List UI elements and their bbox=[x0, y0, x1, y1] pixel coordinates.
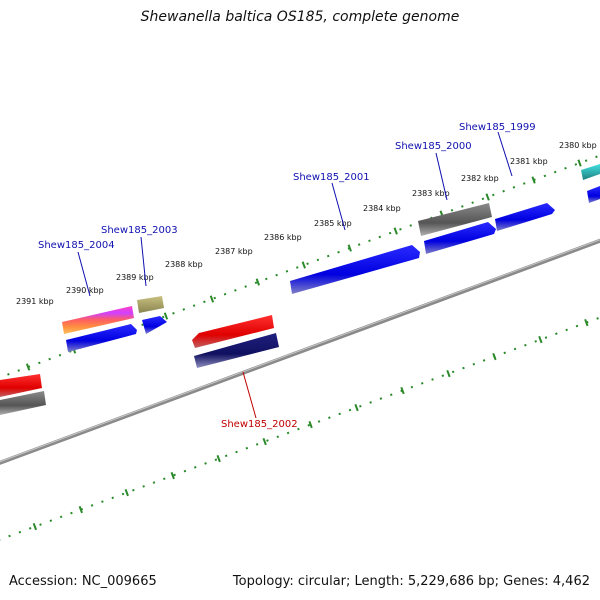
reverse-features bbox=[0, 315, 279, 415]
major-tick bbox=[485, 193, 490, 201]
major-tick bbox=[577, 159, 582, 167]
scale-label-2390: 2390 kbp bbox=[66, 286, 104, 295]
gene-feature-cyan[interactable] bbox=[581, 164, 600, 180]
major-tick bbox=[216, 454, 221, 463]
major-tick bbox=[308, 420, 313, 429]
major-tick bbox=[347, 244, 352, 252]
gene-label-shew185-2002[interactable]: Shew185_2002 bbox=[221, 419, 298, 430]
genome-backbone bbox=[0, 127, 600, 479]
gene-arrow-left-red[interactable] bbox=[0, 374, 42, 397]
major-tick bbox=[209, 295, 215, 303]
gene-labels: Shew185_1999 Shew185_2000 Shew185_2001 S… bbox=[38, 122, 536, 430]
scale-labels: 2380 kbp 2381 kbp 2382 kbp 2383 kbp 2384… bbox=[16, 141, 597, 306]
major-tick bbox=[531, 176, 536, 184]
major-tick bbox=[78, 505, 83, 514]
accession-text: Accession: NC_009665 bbox=[9, 574, 157, 589]
major-tick bbox=[538, 335, 543, 344]
gene-arrow-2001[interactable] bbox=[290, 245, 420, 294]
inner-major-ticks bbox=[32, 318, 589, 531]
inner-scale-track bbox=[0, 196, 600, 545]
scale-label-2386: 2386 kbp bbox=[264, 233, 302, 242]
label-leaders bbox=[77, 131, 513, 419]
major-tick bbox=[25, 363, 31, 371]
major-tick bbox=[255, 278, 261, 286]
forward-features bbox=[62, 164, 600, 334]
major-tick bbox=[170, 471, 175, 480]
scale-label-2380: 2380 kbp bbox=[559, 141, 597, 150]
major-tick bbox=[301, 261, 306, 269]
map-title: Shewanella baltica OS185, complete genom… bbox=[140, 9, 460, 25]
gene-label-shew185-1999[interactable]: Shew185_1999 bbox=[459, 122, 536, 133]
major-tick bbox=[163, 312, 169, 320]
scale-label-2385: 2385 kbp bbox=[314, 219, 352, 228]
scale-label-2388: 2388 kbp bbox=[165, 260, 203, 269]
gene-label-shew185-2000[interactable]: Shew185_2000 bbox=[395, 141, 472, 152]
major-tick bbox=[32, 522, 38, 531]
major-tick bbox=[492, 352, 497, 361]
forward-arrows bbox=[66, 186, 600, 352]
scale-label-2384: 2384 kbp bbox=[363, 204, 401, 213]
major-tick bbox=[446, 369, 451, 378]
gene-feature-rainbow[interactable] bbox=[62, 306, 134, 334]
gene-arrow-2003[interactable] bbox=[142, 316, 167, 334]
scale-label-2387: 2387 kbp bbox=[215, 247, 253, 256]
gene-feature-left-grey[interactable] bbox=[0, 391, 46, 415]
genome-summary: Topology: circular; Length: 5,229,686 bp… bbox=[232, 574, 590, 589]
gene-arrow-2002[interactable] bbox=[192, 315, 274, 348]
gene-arrow-2004[interactable] bbox=[66, 324, 137, 352]
gene-arrow-edge[interactable] bbox=[587, 186, 600, 203]
gene-feature-navy[interactable] bbox=[194, 333, 279, 368]
major-tick bbox=[400, 386, 405, 395]
gene-label-shew185-2003[interactable]: Shew185_2003 bbox=[101, 225, 178, 236]
scale-label-2381: 2381 kbp bbox=[510, 157, 548, 166]
major-tick bbox=[124, 488, 129, 497]
gene-arrow-1999[interactable] bbox=[495, 203, 555, 231]
scale-label-2383: 2383 kbp bbox=[412, 189, 450, 198]
scale-label-2382: 2382 kbp bbox=[461, 174, 499, 183]
major-tick bbox=[262, 437, 267, 446]
outer-scale-track bbox=[0, 53, 600, 403]
gene-label-shew185-2001[interactable]: Shew185_2001 bbox=[293, 172, 370, 183]
gene-feature-grey-2000[interactable] bbox=[418, 203, 492, 236]
scale-label-2389: 2389 kbp bbox=[116, 273, 154, 282]
scale-label-2391: 2391 kbp bbox=[16, 297, 54, 306]
gene-label-shew185-2004[interactable]: Shew185_2004 bbox=[38, 240, 115, 251]
gene-feature-olive[interactable] bbox=[137, 296, 164, 313]
major-tick bbox=[354, 403, 359, 412]
gene-arrow-2000[interactable] bbox=[424, 222, 496, 254]
major-tick bbox=[584, 318, 589, 327]
major-tick bbox=[393, 227, 398, 235]
